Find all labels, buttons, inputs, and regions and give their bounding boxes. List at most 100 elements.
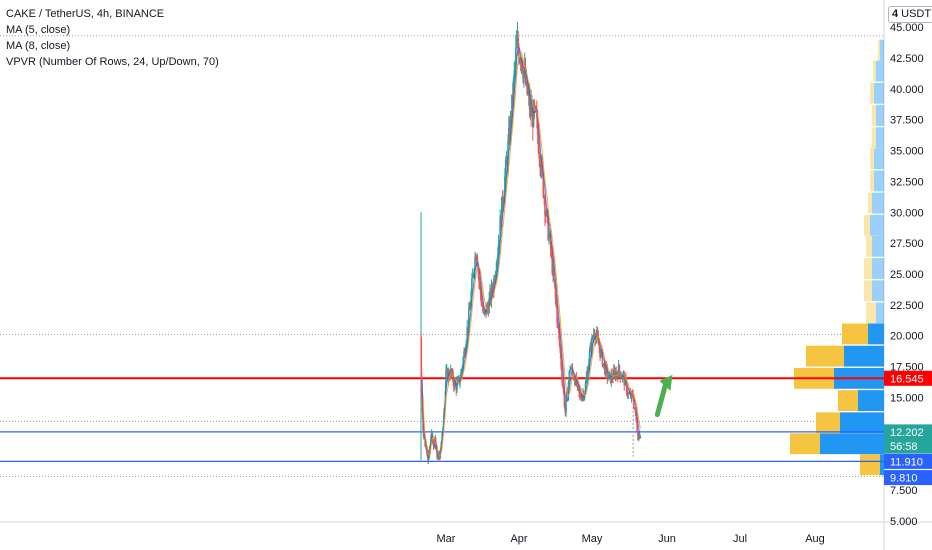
candle-body [534, 107, 537, 110]
candle-body [523, 71, 525, 79]
candle-body [623, 373, 626, 386]
candle-body [496, 260, 498, 272]
candle-body [535, 107, 537, 112]
candle-body [470, 292, 472, 306]
candle-body [585, 377, 588, 384]
candle-body [588, 350, 591, 364]
candle-body [557, 323, 560, 333]
candle-body [509, 115, 512, 141]
candle-body [630, 391, 633, 398]
support-label-bg [884, 453, 932, 469]
candle-body [586, 371, 588, 378]
currency-code: USDT [901, 8, 932, 20]
candle-body [633, 398, 635, 408]
candle-body [528, 92, 531, 110]
vpvr-bar-down [838, 390, 858, 411]
candle-body [574, 376, 577, 385]
symbol-title[interactable]: CAKE / TetherUS, 4h, BINANCE [6, 8, 165, 20]
candle-body [587, 371, 589, 373]
candle-body [592, 334, 595, 339]
price-tick-label: 30.000 [890, 207, 924, 219]
candle-body [471, 274, 474, 279]
ma-5-legend[interactable]: MA (5, close) [6, 24, 71, 36]
resistance-label: 16.545 [890, 373, 924, 385]
candle-body [491, 285, 494, 291]
candle-body [514, 64, 516, 71]
candle-body [493, 278, 495, 293]
candle-body [450, 369, 453, 375]
candle-body [503, 195, 505, 202]
vpvr-bar-down [868, 192, 872, 214]
candle-body [497, 243, 500, 255]
candle-body [584, 383, 587, 395]
ma-8-legend[interactable]: MA (8, close) [6, 40, 71, 52]
candle-body [538, 152, 541, 159]
candle-body [580, 398, 583, 400]
candle-body [517, 37, 520, 50]
candle-body [587, 363, 590, 373]
candle-body [540, 168, 542, 173]
vpvr-bar-up [844, 345, 884, 367]
candle-body [559, 344, 562, 354]
candle-body [598, 344, 601, 349]
candle-body [519, 59, 522, 64]
candle-body [548, 235, 550, 240]
vpvr-bar-up [880, 454, 884, 476]
vpvr-legend[interactable]: VPVR (Number Of Rows, 24, Up/Down, 70) [6, 56, 219, 68]
time-tick-label: Apr [510, 533, 527, 545]
candle-body [435, 442, 437, 448]
candle-body [530, 102, 532, 117]
candle-body [483, 311, 486, 313]
candle-body [635, 412, 638, 422]
vpvr-bar-down [864, 214, 870, 236]
candle-body [567, 382, 570, 395]
vpvr-bar-down [878, 39, 880, 61]
candle-body [474, 256, 476, 271]
candle-body [462, 357, 465, 366]
candle-body [634, 409, 637, 413]
price-tick-label: 22.500 [890, 300, 924, 312]
vpvr-bar-down [866, 235, 872, 257]
vpvr-bar-up [876, 105, 884, 126]
candle-body [544, 215, 547, 217]
time-tick-label: Jul [733, 533, 747, 545]
candle-body [553, 265, 555, 279]
vpvr-bar-up [872, 235, 884, 257]
candle-body [573, 378, 575, 380]
candle-body [504, 176, 506, 196]
candle-body [478, 280, 481, 284]
candle-body [512, 79, 515, 103]
last-price-label-bg [884, 424, 932, 440]
candle-body [480, 293, 483, 303]
time-tick-label: Jun [658, 533, 676, 545]
up-arrow-head [659, 374, 673, 391]
candle-body [618, 365, 621, 372]
candle-body [504, 160, 507, 177]
candle-body [471, 278, 473, 293]
vpvr-bar-up [840, 412, 884, 434]
candle-body [500, 196, 503, 227]
vpvr-bar-up [872, 280, 884, 302]
candle-body [557, 322, 559, 324]
vpvr-bar-down [870, 148, 874, 170]
candle-body [490, 285, 493, 301]
candle-body [577, 382, 580, 387]
candle-body [536, 117, 539, 135]
vpvr-bar-up [870, 214, 884, 236]
candle-body [591, 337, 593, 352]
candle-body [610, 373, 613, 383]
ma-8-line [422, 51, 641, 457]
currency-selector[interactable]: 4 USDT [888, 6, 932, 23]
candle-body [605, 364, 608, 368]
price-tick-label: 42.500 [890, 53, 924, 65]
candle-body [495, 271, 498, 276]
vpvr-bar-down [806, 345, 844, 367]
candle-body [578, 386, 580, 393]
candle-body [547, 214, 549, 240]
countdown-label-bg [884, 438, 932, 454]
candle-body [478, 271, 480, 281]
candle-body [562, 386, 565, 393]
candle-body [477, 267, 479, 272]
